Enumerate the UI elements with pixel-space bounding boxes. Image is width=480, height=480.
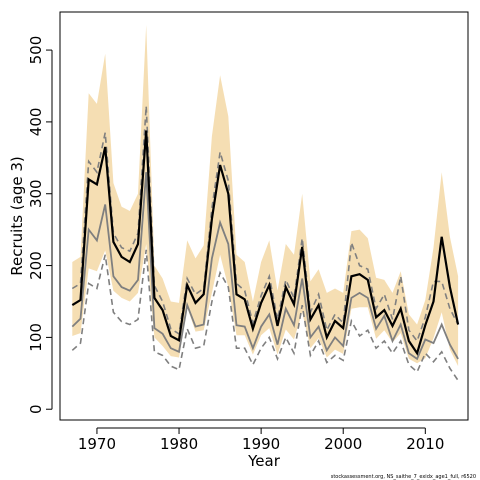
plot-area [71,24,460,381]
y-tick-label: 0 [27,404,45,414]
x-tick-label: 2010 [406,435,444,453]
y-axis: 0 100 200 300 400 500 [27,36,53,414]
x-tick-label: 2000 [324,435,362,453]
confidence-band [72,24,459,367]
y-tick-label: 100 [27,323,45,352]
y-tick-label: 500 [27,36,45,65]
y-tick-label: 200 [27,251,45,280]
x-tick-label: 1980 [160,435,198,453]
y-axis-title: Recruits (age 3) [8,156,26,276]
x-axis: 1970 1980 1990 2000 2010 [78,427,444,453]
comparison-lower-line [71,249,459,381]
plot-frame [59,11,469,421]
x-axis-title: Year [247,452,281,470]
estimate-line [71,130,460,356]
footnote: stockassessment.org, NS_saithe_7_exidx_a… [331,474,476,480]
comparison-upper-line [71,106,459,343]
comparison-line [71,172,459,361]
y-tick-label: 300 [27,179,45,208]
y-tick-label: 400 [27,108,45,137]
x-tick-label: 1990 [242,435,280,453]
x-tick-label: 1970 [78,435,116,453]
